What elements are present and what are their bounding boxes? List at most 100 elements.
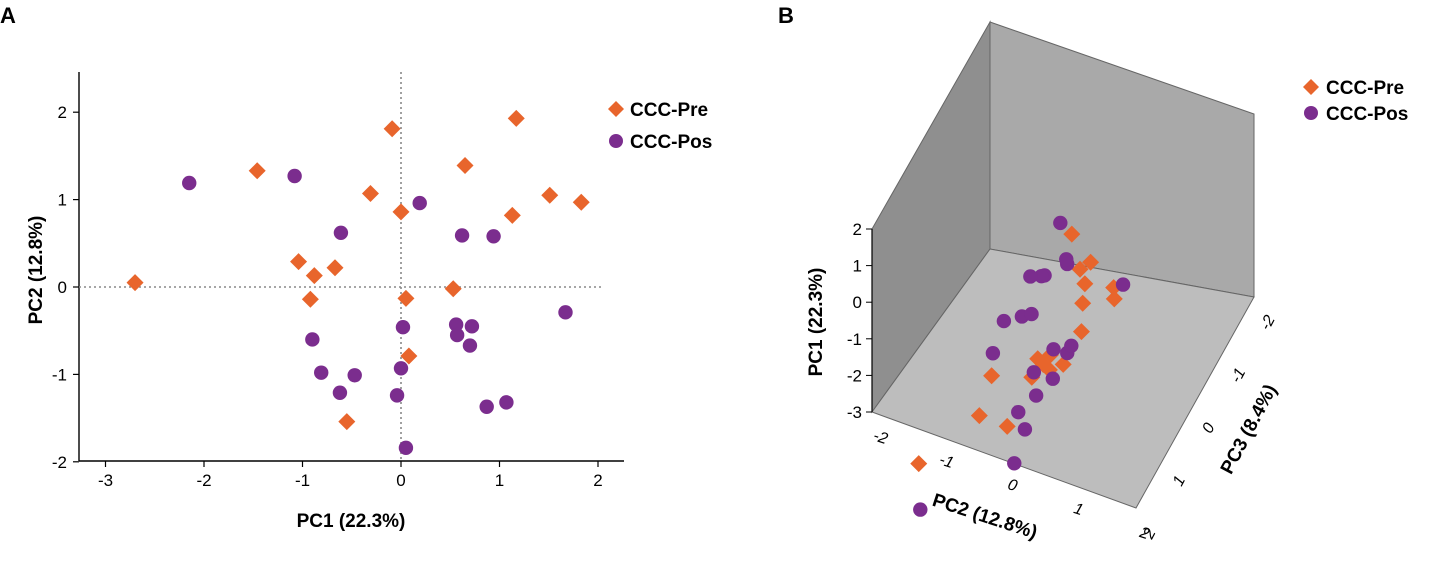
pc2-tick-label: -1 bbox=[937, 451, 956, 472]
ccc-pre-point bbox=[1071, 260, 1089, 278]
ccc-pos-point bbox=[1115, 277, 1131, 292]
ccc-pre-point bbox=[983, 367, 1001, 385]
ccc-pre-point bbox=[503, 206, 521, 224]
ccc-pre-point bbox=[305, 267, 323, 285]
y-tick-label: 0 bbox=[58, 278, 67, 297]
pc1-tick-label: 0 bbox=[853, 293, 862, 312]
ccc-pre-point bbox=[383, 120, 401, 138]
ccc-pos-point bbox=[314, 365, 329, 380]
panel-b-points bbox=[910, 215, 1131, 517]
ccc-pos-point bbox=[412, 195, 427, 211]
ccc-pre-point bbox=[290, 253, 308, 271]
ccc-pos-point bbox=[479, 399, 494, 414]
pc3-tick-label: -2 bbox=[1257, 313, 1279, 334]
legend-pos-label: CCC-Pos bbox=[630, 132, 712, 153]
ccc-pos-point bbox=[305, 332, 320, 347]
ccc-pos-point bbox=[398, 440, 414, 456]
ccc-pos-point bbox=[1007, 456, 1022, 471]
ccc-pre-point bbox=[248, 162, 266, 180]
x-tick-label: -2 bbox=[196, 471, 211, 490]
ccc-pos-point bbox=[182, 175, 197, 191]
legend-pre-label: CCC-Pre bbox=[1326, 78, 1404, 99]
ccc-pre-point bbox=[361, 184, 379, 202]
y-tick-label: 2 bbox=[58, 103, 67, 122]
ccc-pre-point bbox=[1072, 323, 1090, 341]
pc2-tick-label: -2 bbox=[871, 427, 890, 448]
ccc-pos-point bbox=[464, 319, 480, 334]
ccc-pos-point bbox=[996, 313, 1012, 329]
x-tick-label: -1 bbox=[295, 471, 310, 490]
ccc-pos-point bbox=[1034, 268, 1049, 284]
panel-a-x-axis-title: PC1 (22.3%) bbox=[297, 511, 406, 532]
ccc-pre-point bbox=[998, 417, 1016, 435]
ccc-pre-point bbox=[397, 289, 415, 307]
legend-pos-circle-marker bbox=[609, 134, 623, 148]
pc1-tick-label: 1 bbox=[853, 257, 862, 276]
ccc-pre-point bbox=[1029, 350, 1047, 368]
ccc-pos-point bbox=[389, 388, 405, 403]
x-tick-label: 1 bbox=[495, 471, 504, 490]
pc2-tick-label: 0 bbox=[1006, 476, 1020, 495]
ccc-pos-point bbox=[1024, 306, 1039, 322]
panel-a-points bbox=[126, 109, 590, 456]
pc1-tick-label: -3 bbox=[847, 403, 862, 422]
legend-pre-diamond-marker bbox=[608, 101, 624, 117]
ccc-pos-point bbox=[985, 346, 1001, 361]
ccc-pre-point bbox=[507, 109, 525, 127]
ccc-pre-point bbox=[541, 186, 559, 204]
x-tick-label: 0 bbox=[396, 471, 405, 490]
ccc-pos-point bbox=[499, 395, 514, 410]
ccc-pos-point bbox=[1017, 422, 1033, 437]
pc1-tick-label: -1 bbox=[847, 330, 862, 349]
panel-b-floor bbox=[871, 248, 1255, 509]
panel-a-legend: CCC-Pre CCC-Pos bbox=[608, 100, 712, 153]
panel-a-x-ticks: -3 -2 -1 0 1 2 bbox=[98, 461, 603, 490]
ccc-pos-point bbox=[332, 385, 348, 400]
legend-pos-label: CCC-Pos bbox=[1326, 104, 1408, 125]
ccc-pos-point bbox=[462, 338, 478, 353]
ccc-pre-point bbox=[1074, 294, 1092, 312]
ccc-pos-point bbox=[287, 168, 302, 184]
ccc-pre-point bbox=[326, 259, 344, 277]
legend-pos-circle-marker bbox=[1304, 106, 1318, 120]
panel-a-y-ticks: -2 -1 0 1 2 bbox=[52, 103, 79, 472]
panel-b-pc2-axis-title: PC2 (12.8%) bbox=[930, 490, 1040, 544]
ccc-pos-point bbox=[449, 327, 465, 343]
panel-b-legend: CCC-Pre CCC-Pos bbox=[1303, 78, 1408, 125]
ccc-pre-point bbox=[910, 455, 928, 473]
ccc-pre-point bbox=[400, 347, 418, 365]
ccc-pos-point bbox=[448, 317, 464, 332]
panel-a-y-axis-title: PC2 (12.8%) bbox=[26, 216, 47, 325]
y-tick-label: -2 bbox=[52, 453, 67, 472]
pc1-tick-label: 2 bbox=[853, 220, 862, 239]
ccc-pre-point bbox=[1105, 290, 1123, 308]
legend-pre-diamond-marker bbox=[1303, 79, 1319, 95]
ccc-pre-point bbox=[970, 407, 988, 425]
ccc-pos-point bbox=[558, 305, 573, 320]
ccc-pre-point bbox=[1063, 225, 1081, 243]
ccc-pos-point bbox=[454, 228, 470, 243]
panel-b-pc1-ticks: 2 1 0 -1 -2 -3 bbox=[847, 220, 872, 422]
pc2-tick-label: 1 bbox=[1072, 500, 1086, 519]
pc3-tick-label: 0 bbox=[1199, 420, 1218, 436]
ccc-pre-point bbox=[456, 157, 474, 175]
y-tick-label: -1 bbox=[52, 365, 67, 384]
panel-b-letter: B bbox=[778, 3, 794, 28]
ccc-pre-point bbox=[126, 274, 144, 292]
panel-b-pc3-axis-title: PC3 (8.4%) bbox=[1217, 381, 1282, 478]
ccc-pre-point bbox=[572, 193, 590, 211]
panel-a-letter: A bbox=[0, 3, 16, 28]
ccc-pos-point bbox=[1023, 269, 1038, 284]
ccc-pos-point bbox=[1064, 338, 1079, 353]
ccc-pos-point bbox=[333, 225, 349, 241]
pc1-tick-label: -2 bbox=[847, 366, 862, 385]
panel-a: A -3 -2 -1 0 1 2 -2 -1 0 1 2 PC1 (22.3%) PC2 (12.… bbox=[0, 3, 712, 532]
ccc-pos-point bbox=[1059, 252, 1074, 267]
ccc-pre-point bbox=[338, 413, 356, 431]
ccc-pos-point bbox=[393, 361, 409, 376]
pc3-tick-label: -1 bbox=[1228, 365, 1250, 386]
ccc-pos-point bbox=[1046, 342, 1061, 357]
x-tick-label: 2 bbox=[593, 471, 602, 490]
